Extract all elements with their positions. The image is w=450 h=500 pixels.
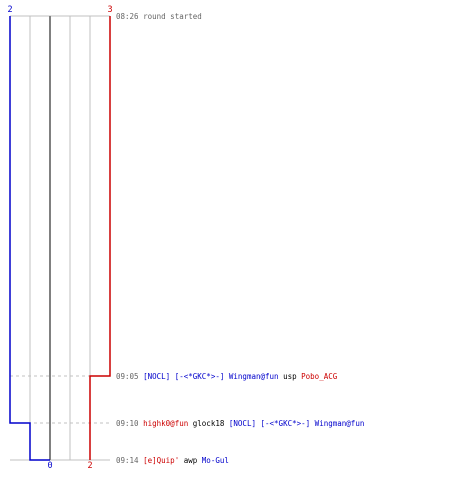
event-part-blue: Mo-Gul — [202, 456, 229, 465]
event-part-blue: [NOCL] [-<*GKC*>-] Wingman@fun — [229, 419, 364, 428]
event-part-blue: [NOCL] [-<*GKC*>-] Wingman@fun — [143, 372, 278, 381]
event-time: 09:10 — [116, 419, 143, 428]
blue-top-label: 2 — [7, 5, 12, 15]
event-line-3: 09:14 [e]Quip' awp Mo-Gul — [116, 456, 229, 465]
event-part-plain: round started — [143, 12, 202, 21]
event-part-red: Pobo_ACG — [301, 372, 338, 381]
event-time: 08:26 — [116, 12, 143, 21]
event-line-2: 09:10 highk0@fun glock18 [NOCL] [-<*GKC*… — [116, 419, 364, 428]
event-part-plain: awp — [179, 456, 202, 465]
event-time: 09:05 — [116, 372, 143, 381]
red-bottom-label: 2 — [87, 461, 92, 471]
series-line-red — [89, 16, 111, 460]
event-part-red: highk0@fun — [143, 419, 188, 428]
red-top-label: 3 — [107, 5, 112, 15]
event-part-plain: usp — [279, 372, 302, 381]
blue-bottom-label: 0 — [47, 461, 52, 471]
event-line-1: 09:05 [NOCL] [-<*GKC*>-] Wingman@fun usp… — [116, 372, 338, 381]
event-part-plain: glock18 — [188, 419, 229, 428]
series-line-blue — [9, 16, 50, 461]
event-time: 09:14 — [116, 456, 143, 465]
event-line-0: 08:26 round started — [116, 12, 202, 21]
event-part-red: [e]Quip' — [143, 456, 179, 465]
